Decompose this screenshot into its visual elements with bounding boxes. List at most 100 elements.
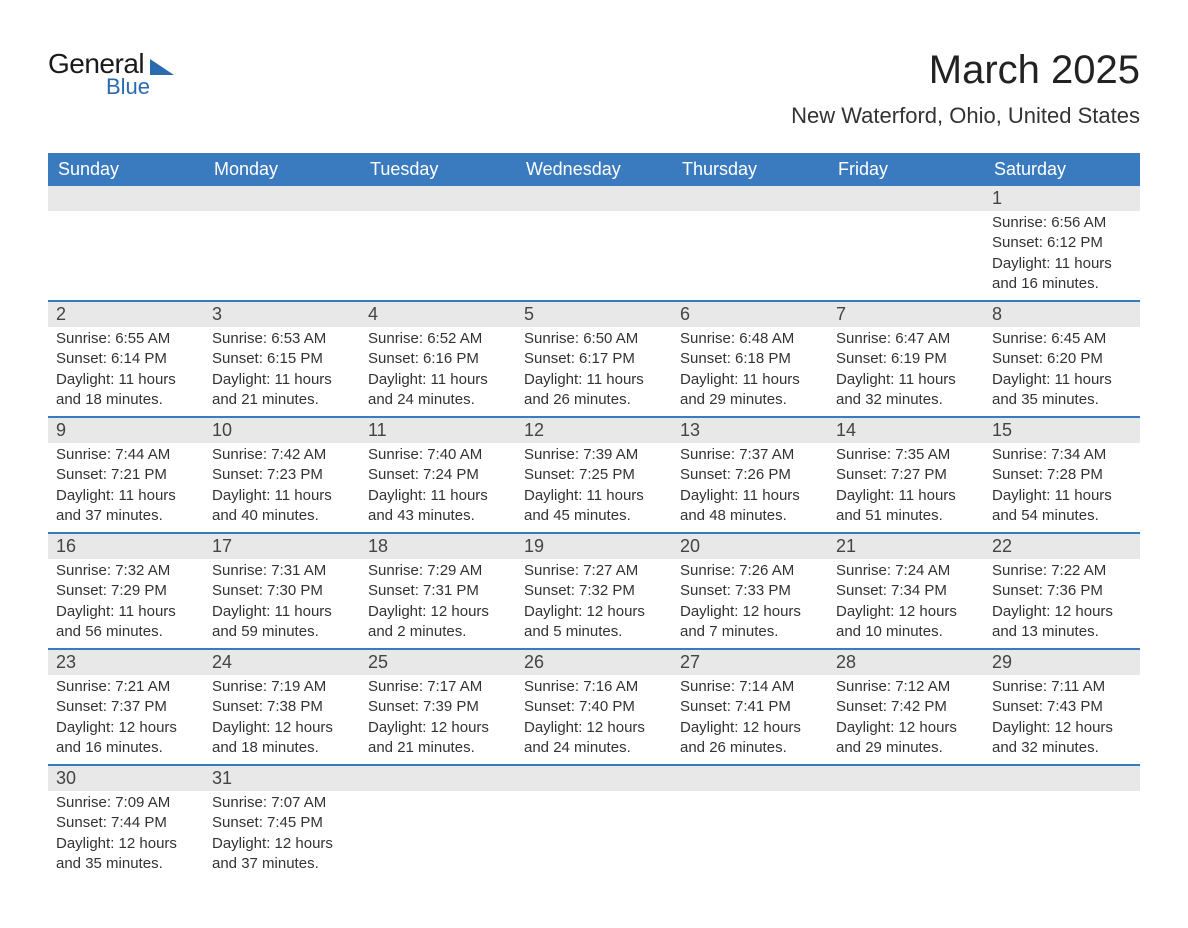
calendar-cell: 19Sunrise: 7:27 AMSunset: 7:32 PMDayligh…	[516, 533, 672, 649]
weekday-header: Tuesday	[360, 153, 516, 186]
day-detail-line: Sunrise: 6:56 AM	[992, 213, 1132, 233]
page-header: General Blue March 2025 New Waterford, O…	[48, 48, 1140, 129]
calendar-cell: 15Sunrise: 7:34 AMSunset: 7:28 PMDayligh…	[984, 417, 1140, 533]
day-detail-line: Sunset: 7:34 PM	[836, 581, 976, 601]
day-details	[360, 791, 516, 799]
day-detail-line: Daylight: 11 hours	[992, 370, 1132, 390]
day-number: 26	[516, 650, 672, 675]
day-number	[204, 186, 360, 211]
day-detail-line: Sunset: 6:12 PM	[992, 233, 1132, 253]
day-detail-line: Sunset: 6:20 PM	[992, 349, 1132, 369]
calendar-cell	[672, 765, 828, 880]
day-detail-line: Daylight: 12 hours	[524, 718, 664, 738]
day-number	[516, 766, 672, 791]
day-detail-line: Daylight: 12 hours	[368, 718, 508, 738]
day-detail-line: Sunrise: 6:47 AM	[836, 329, 976, 349]
day-details: Sunrise: 7:40 AMSunset: 7:24 PMDaylight:…	[360, 443, 516, 532]
day-detail-line: and 13 minutes.	[992, 622, 1132, 642]
day-details: Sunrise: 7:42 AMSunset: 7:23 PMDaylight:…	[204, 443, 360, 532]
day-number	[984, 766, 1140, 791]
calendar-cell	[828, 186, 984, 301]
month-title: March 2025	[791, 48, 1140, 93]
calendar-body: 1Sunrise: 6:56 AMSunset: 6:12 PMDaylight…	[48, 186, 1140, 880]
title-block: March 2025 New Waterford, Ohio, United S…	[791, 48, 1140, 129]
day-details	[828, 791, 984, 799]
day-detail-line: Sunrise: 7:24 AM	[836, 561, 976, 581]
logo: General Blue	[48, 48, 174, 100]
day-detail-line: Sunrise: 6:55 AM	[56, 329, 196, 349]
day-detail-line: and 7 minutes.	[680, 622, 820, 642]
location-label: New Waterford, Ohio, United States	[791, 103, 1140, 129]
calendar-cell: 2Sunrise: 6:55 AMSunset: 6:14 PMDaylight…	[48, 301, 204, 417]
day-detail-line: Sunrise: 7:19 AM	[212, 677, 352, 697]
day-detail-line: Sunset: 7:31 PM	[368, 581, 508, 601]
day-detail-line: and 48 minutes.	[680, 506, 820, 526]
day-detail-line: and 32 minutes.	[836, 390, 976, 410]
day-detail-line: and 29 minutes.	[836, 738, 976, 758]
day-details: Sunrise: 6:48 AMSunset: 6:18 PMDaylight:…	[672, 327, 828, 416]
day-detail-line: Sunset: 6:15 PM	[212, 349, 352, 369]
day-detail-line: and 16 minutes.	[992, 274, 1132, 294]
day-details: Sunrise: 7:37 AMSunset: 7:26 PMDaylight:…	[672, 443, 828, 532]
day-number: 14	[828, 418, 984, 443]
day-detail-line: Daylight: 11 hours	[680, 486, 820, 506]
day-details: Sunrise: 7:29 AMSunset: 7:31 PMDaylight:…	[360, 559, 516, 648]
day-detail-line: Daylight: 11 hours	[368, 370, 508, 390]
day-number: 6	[672, 302, 828, 327]
day-number: 29	[984, 650, 1140, 675]
calendar-cell: 6Sunrise: 6:48 AMSunset: 6:18 PMDaylight…	[672, 301, 828, 417]
day-detail-line: Sunrise: 7:16 AM	[524, 677, 664, 697]
day-detail-line: and 10 minutes.	[836, 622, 976, 642]
day-details: Sunrise: 7:31 AMSunset: 7:30 PMDaylight:…	[204, 559, 360, 648]
day-detail-line: Sunrise: 7:42 AM	[212, 445, 352, 465]
calendar-cell: 22Sunrise: 7:22 AMSunset: 7:36 PMDayligh…	[984, 533, 1140, 649]
day-number	[828, 766, 984, 791]
day-number: 1	[984, 186, 1140, 211]
day-detail-line: and 54 minutes.	[992, 506, 1132, 526]
day-details: Sunrise: 7:34 AMSunset: 7:28 PMDaylight:…	[984, 443, 1140, 532]
day-detail-line: and 51 minutes.	[836, 506, 976, 526]
day-number	[360, 186, 516, 211]
day-detail-line: Sunrise: 7:29 AM	[368, 561, 508, 581]
day-details: Sunrise: 7:09 AMSunset: 7:44 PMDaylight:…	[48, 791, 204, 880]
day-details: Sunrise: 7:16 AMSunset: 7:40 PMDaylight:…	[516, 675, 672, 764]
day-details: Sunrise: 6:55 AMSunset: 6:14 PMDaylight:…	[48, 327, 204, 416]
calendar-cell	[516, 765, 672, 880]
logo-text-blue: Blue	[106, 74, 150, 100]
day-details: Sunrise: 7:35 AMSunset: 7:27 PMDaylight:…	[828, 443, 984, 532]
day-details: Sunrise: 7:39 AMSunset: 7:25 PMDaylight:…	[516, 443, 672, 532]
day-number	[828, 186, 984, 211]
day-detail-line: Sunrise: 6:53 AM	[212, 329, 352, 349]
calendar-cell: 3Sunrise: 6:53 AMSunset: 6:15 PMDaylight…	[204, 301, 360, 417]
day-detail-line: Sunrise: 6:45 AM	[992, 329, 1132, 349]
calendar-head: SundayMondayTuesdayWednesdayThursdayFrid…	[48, 153, 1140, 186]
day-details: Sunrise: 7:11 AMSunset: 7:43 PMDaylight:…	[984, 675, 1140, 764]
calendar-cell: 28Sunrise: 7:12 AMSunset: 7:42 PMDayligh…	[828, 649, 984, 765]
day-detail-line: Daylight: 11 hours	[992, 486, 1132, 506]
day-number: 16	[48, 534, 204, 559]
day-detail-line: Sunrise: 7:07 AM	[212, 793, 352, 813]
day-details	[828, 211, 984, 219]
day-detail-line: Daylight: 11 hours	[212, 486, 352, 506]
day-detail-line: Daylight: 11 hours	[212, 602, 352, 622]
day-detail-line: Sunrise: 7:34 AM	[992, 445, 1132, 465]
day-detail-line: Daylight: 12 hours	[680, 718, 820, 738]
day-detail-line: and 18 minutes.	[56, 390, 196, 410]
day-detail-line: Sunrise: 7:14 AM	[680, 677, 820, 697]
day-number: 5	[516, 302, 672, 327]
calendar-cell: 9Sunrise: 7:44 AMSunset: 7:21 PMDaylight…	[48, 417, 204, 533]
day-details	[672, 211, 828, 219]
day-details	[516, 791, 672, 799]
day-details: Sunrise: 7:32 AMSunset: 7:29 PMDaylight:…	[48, 559, 204, 648]
day-detail-line: Sunrise: 7:22 AM	[992, 561, 1132, 581]
day-detail-line: Daylight: 11 hours	[992, 254, 1132, 274]
calendar-cell: 8Sunrise: 6:45 AMSunset: 6:20 PMDaylight…	[984, 301, 1140, 417]
day-detail-line: and 24 minutes.	[368, 390, 508, 410]
day-number: 13	[672, 418, 828, 443]
day-detail-line: Sunset: 6:16 PM	[368, 349, 508, 369]
day-details: Sunrise: 7:12 AMSunset: 7:42 PMDaylight:…	[828, 675, 984, 764]
calendar-cell: 24Sunrise: 7:19 AMSunset: 7:38 PMDayligh…	[204, 649, 360, 765]
day-detail-line: and 32 minutes.	[992, 738, 1132, 758]
day-detail-line: Sunset: 7:36 PM	[992, 581, 1132, 601]
day-detail-line: Sunrise: 7:27 AM	[524, 561, 664, 581]
